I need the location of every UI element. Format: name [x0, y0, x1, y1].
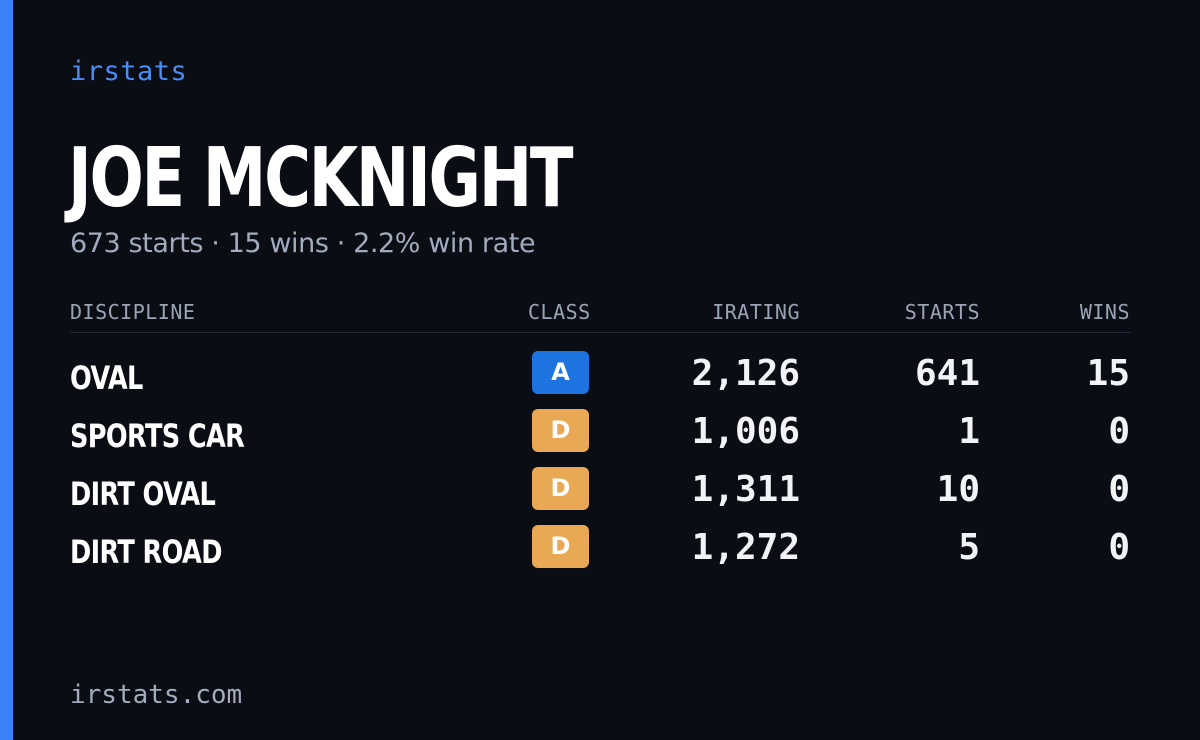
class-badge: D — [532, 467, 589, 510]
starts-value: 10 — [936, 469, 980, 510]
table-row: DIRT OVAL D 1,311 10 0 — [70, 467, 1131, 525]
accent-bar — [0, 0, 13, 740]
class-badge: D — [532, 409, 589, 452]
irating-value: 1,311 — [691, 469, 800, 510]
table-row: OVAL A 2,126 641 15 — [70, 351, 1131, 409]
discipline-name: DIRT OVAL — [70, 475, 216, 513]
irating-value: 2,126 — [691, 353, 800, 394]
wins-value: 15 — [1086, 353, 1130, 394]
discipline-name: OVAL — [70, 359, 143, 397]
starts-value: 641 — [914, 353, 980, 394]
starts-value: 1 — [958, 411, 980, 452]
player-name: JOE MCKNIGHT — [68, 131, 574, 226]
footer-url: irstats.com — [70, 680, 243, 710]
class-badge: A — [532, 351, 589, 394]
discipline-name: DIRT ROAD — [70, 533, 222, 571]
brand-logo-text: irstats — [70, 56, 188, 87]
table-header: DISCIPLINE CLASS IRATING STARTS WINS — [70, 296, 1131, 333]
irating-value: 1,272 — [691, 527, 800, 568]
class-badge: D — [532, 525, 589, 568]
table-row: DIRT ROAD D 1,272 5 0 — [70, 525, 1131, 583]
wins-value: 0 — [1108, 411, 1130, 452]
header-irating: IRATING — [712, 300, 800, 324]
header-starts: STARTS — [904, 300, 980, 324]
header-wins: WINS — [1079, 300, 1130, 324]
wins-value: 0 — [1108, 527, 1130, 568]
header-discipline: DISCIPLINE — [70, 300, 196, 324]
table-row: SPORTS CAR D 1,006 1 0 — [70, 409, 1131, 467]
header-class: CLASS — [528, 300, 591, 324]
table-body: OVAL A 2,126 641 15 SPORTS CAR D 1,006 1… — [70, 351, 1131, 583]
starts-value: 5 — [958, 527, 980, 568]
player-summary: 673 starts · 15 wins · 2.2% win rate — [70, 228, 536, 259]
stats-table: DISCIPLINE CLASS IRATING STARTS WINS OVA… — [70, 296, 1131, 571]
wins-value: 0 — [1108, 469, 1130, 510]
irating-value: 1,006 — [691, 411, 800, 452]
discipline-name: SPORTS CAR — [70, 417, 245, 455]
